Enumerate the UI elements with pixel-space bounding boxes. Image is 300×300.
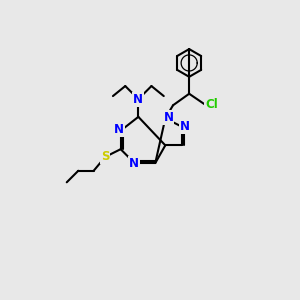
Text: Cl: Cl	[205, 98, 218, 111]
Text: S: S	[101, 150, 110, 163]
Text: N: N	[164, 111, 173, 124]
Text: N: N	[114, 123, 124, 136]
Text: N: N	[180, 120, 190, 133]
Text: N: N	[134, 93, 143, 106]
Text: N: N	[129, 157, 139, 170]
